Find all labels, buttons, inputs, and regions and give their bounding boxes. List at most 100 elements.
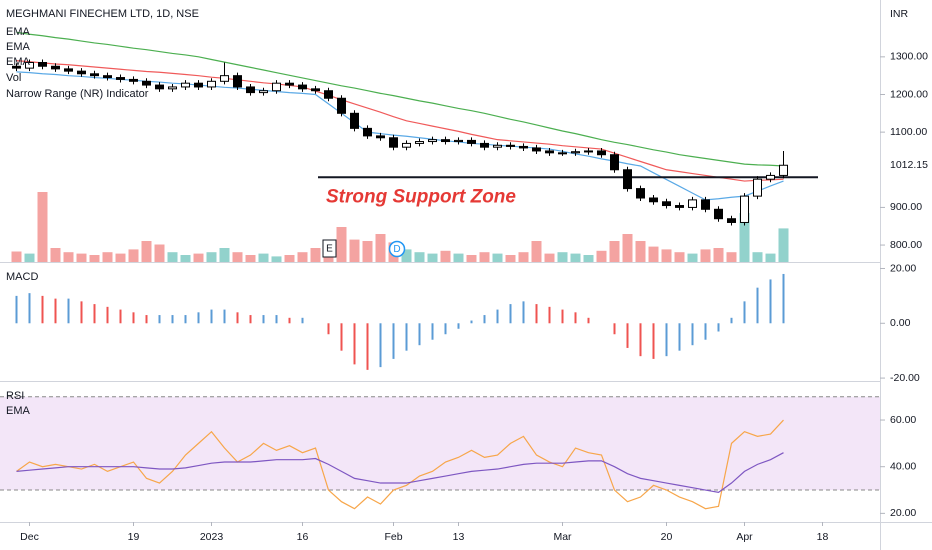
- candle-body: [493, 144, 502, 148]
- volume-bar: [206, 252, 217, 262]
- legend-entry: Narrow Range (NR) Indicator: [6, 88, 149, 100]
- annotation: Strong Support Zone: [326, 186, 516, 207]
- x-tick-label: Apr: [736, 531, 753, 543]
- volume-bar: [310, 248, 321, 262]
- candle-body: [142, 80, 151, 86]
- candle-body: [51, 65, 60, 70]
- candle-body: [363, 127, 372, 137]
- last-price-label: 1012.15: [890, 159, 928, 171]
- volume-bar: [414, 252, 425, 262]
- volume-bar: [622, 234, 633, 262]
- volume-bar: [297, 252, 308, 262]
- candle-body: [441, 139, 450, 143]
- volume-bar: [102, 252, 113, 262]
- candle-body: [506, 144, 515, 147]
- candle-body: [155, 84, 164, 90]
- y-tick-label: 1200.00: [890, 88, 928, 100]
- candle-body: [480, 142, 489, 148]
- candle-body: [662, 201, 671, 207]
- candle-body: [519, 145, 528, 149]
- volume-bar: [726, 252, 737, 262]
- volume-bar: [362, 241, 373, 262]
- volume-bar: [453, 253, 464, 262]
- candle-body: [532, 147, 541, 152]
- candle-body: [584, 150, 593, 153]
- volume-bar: [765, 253, 776, 262]
- volume-bar: [596, 250, 607, 262]
- volume-bar: [739, 213, 750, 262]
- x-tick-label: 19: [128, 531, 140, 543]
- candle-body: [753, 178, 762, 197]
- volume-bar: [661, 249, 672, 262]
- volume-bar: [570, 253, 581, 262]
- volume-bar: [193, 253, 204, 262]
- candle-body: [636, 188, 645, 199]
- volume-bar: [63, 252, 74, 262]
- candle-body: [779, 164, 788, 176]
- candle-body: [415, 141, 424, 144]
- candle-body: [623, 169, 632, 190]
- volume-bar: [24, 253, 35, 262]
- volume-bar: [713, 248, 724, 262]
- volume-bar: [505, 255, 516, 262]
- y-axis-label: INR: [890, 8, 909, 20]
- candle-body: [181, 82, 190, 88]
- x-tick-label: 13: [453, 531, 465, 543]
- candle-body: [545, 150, 554, 154]
- candle-body: [350, 112, 359, 129]
- panel-title: MACD: [6, 271, 38, 283]
- event-label[interactable]: E: [326, 244, 333, 255]
- volume-bar: [50, 248, 61, 262]
- candle-body: [168, 86, 177, 90]
- event-marker[interactable]: [322, 239, 337, 258]
- y-tick-label: 60.00: [890, 414, 916, 426]
- candle-body: [207, 80, 216, 88]
- volume-bar: [778, 228, 789, 262]
- y-tick-label: 800.00: [890, 239, 922, 251]
- volume-bar: [531, 241, 542, 262]
- legend-entry: EMA: [6, 56, 31, 68]
- volume-bar: [674, 252, 685, 262]
- volume-bar: [557, 252, 568, 262]
- volume-bar: [687, 253, 698, 262]
- volume-bar: [180, 255, 191, 262]
- candle-body: [740, 195, 749, 223]
- volume-bar: [115, 253, 126, 262]
- candle-body: [272, 82, 281, 92]
- candle-body: [233, 75, 242, 88]
- candle-body: [402, 142, 411, 148]
- y-tick-label: 20.00: [890, 262, 916, 274]
- x-tick-label: 2023: [200, 531, 224, 543]
- candle-body: [220, 75, 229, 82]
- x-tick-label: 18: [817, 531, 829, 543]
- volume-bar: [245, 255, 256, 262]
- candle-body: [103, 75, 112, 79]
- volume-bar: [167, 252, 178, 262]
- ema-line: [16, 31, 784, 167]
- candle-body: [285, 82, 294, 86]
- candle-body: [610, 154, 619, 171]
- x-tick-label: 16: [297, 531, 309, 543]
- candle-body: [38, 61, 47, 67]
- candle-body: [298, 84, 307, 90]
- candle-body: [701, 199, 710, 210]
- candle-body: [194, 82, 203, 88]
- candle-body: [649, 197, 658, 203]
- candle-body: [77, 70, 86, 75]
- rsi-line: [16, 419, 784, 510]
- event-label[interactable]: D: [393, 244, 400, 255]
- candle-body: [259, 90, 268, 94]
- volume-bar: [349, 239, 360, 262]
- candle-body: [324, 90, 333, 99]
- y-tick-label: 900.00: [890, 201, 922, 213]
- volume-bar: [141, 241, 152, 262]
- legend-entry: EMA: [6, 405, 31, 417]
- candle-body: [311, 88, 320, 92]
- rsi-line: [16, 452, 784, 494]
- y-tick-label: -20.00: [890, 372, 920, 384]
- volume-bar: [492, 253, 503, 262]
- candle-body: [467, 139, 476, 144]
- event-marker[interactable]: [388, 240, 406, 258]
- panel-title: RSI: [6, 390, 24, 402]
